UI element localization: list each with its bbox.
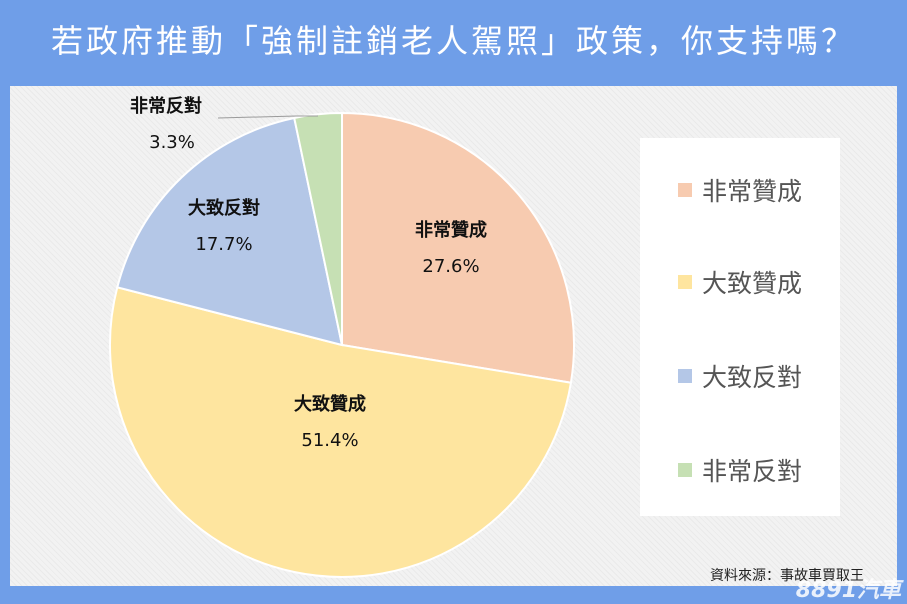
legend-swatch bbox=[678, 463, 692, 477]
legend-label: 大致贊成 bbox=[702, 269, 803, 298]
slice-strongly-agree bbox=[341, 111, 575, 384]
legend-item-mostly-oppose: 大致反對 bbox=[678, 358, 802, 394]
slice-value-label: 51.4% bbox=[301, 430, 358, 451]
slice-category-label: 大致反對 bbox=[188, 197, 260, 219]
legend-swatch bbox=[678, 275, 692, 289]
legend-swatch bbox=[678, 369, 692, 383]
slice-category-label: 非常反對 bbox=[130, 95, 202, 117]
watermark-logo: 8891汽車 bbox=[795, 578, 901, 603]
legend-label: 非常贊成 bbox=[702, 177, 803, 206]
slice-strongly-oppose bbox=[293, 111, 343, 346]
slice-value-label: 17.7% bbox=[195, 234, 252, 255]
legend-label: 大致反對 bbox=[702, 363, 803, 392]
slice-value-label: 27.6% bbox=[422, 256, 479, 277]
legend-item-strongly-agree: 非常贊成 bbox=[678, 172, 802, 208]
slice-labels: 非常贊成 27.6% 大致贊成 51.4% 大致反對 17.7% 非常反對 3.3% bbox=[130, 95, 487, 451]
source-note: 資料來源：事故車買取王 bbox=[710, 568, 864, 584]
chart-title: 若政府推動「強制註銷老人駕照」政策，你支持嗎？ bbox=[50, 22, 856, 60]
pie-slices bbox=[109, 111, 575, 578]
legend-item-mostly-agree: 大致贊成 bbox=[678, 264, 802, 300]
legend-item-strongly-oppose: 非常反對 bbox=[678, 452, 802, 488]
chart-legend: 非常贊成 大致贊成 大致反對 非常反對 bbox=[640, 138, 840, 516]
leader-line bbox=[217, 115, 318, 119]
slice-category-label: 非常贊成 bbox=[415, 219, 487, 241]
legend-label: 非常反對 bbox=[702, 457, 803, 486]
legend-swatch bbox=[678, 183, 692, 197]
slice-mostly-agree bbox=[109, 286, 573, 578]
slice-mostly-oppose bbox=[116, 116, 344, 347]
slice-value-label: 3.3% bbox=[149, 132, 195, 153]
slice-category-label: 大致贊成 bbox=[294, 393, 366, 415]
